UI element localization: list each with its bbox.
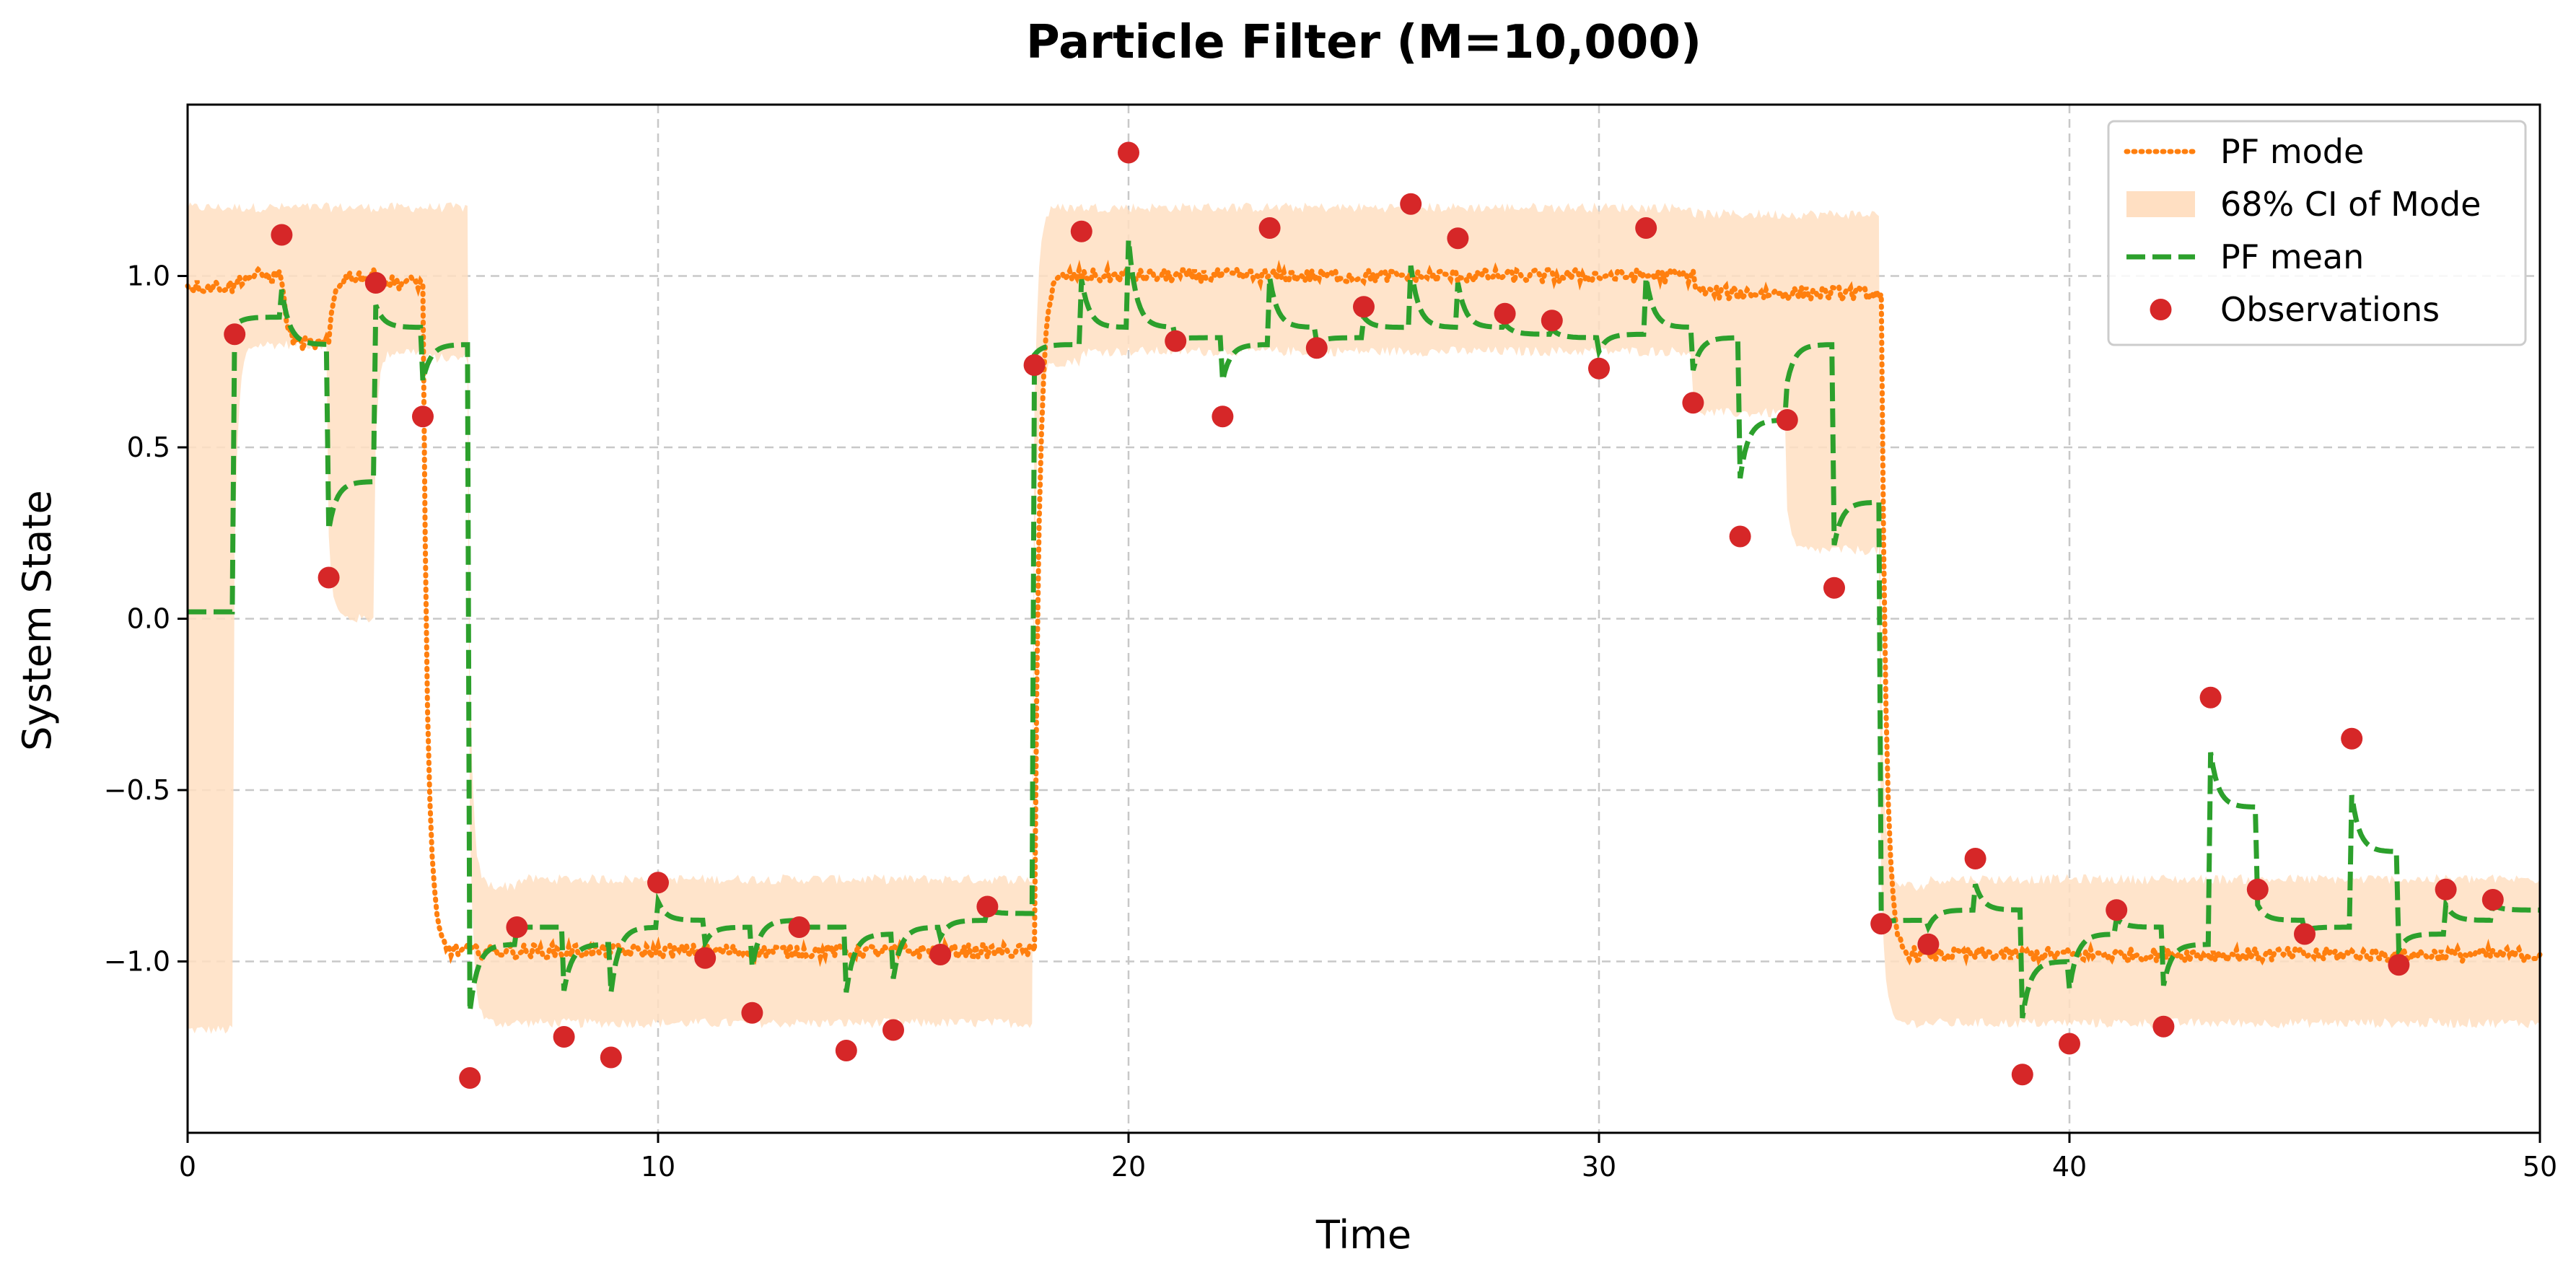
legend: PF mode 68% CI of Mode PF mean Observations: [2107, 120, 2527, 346]
observation-point: [1823, 577, 1845, 599]
x-tick-label: 50: [2523, 1151, 2557, 1183]
chart-title: Particle Filter (M=10,000): [1026, 16, 1701, 69]
plot-area: [185, 103, 2543, 1134]
observation-point: [882, 1019, 904, 1041]
legend-swatch-observations: [2150, 299, 2172, 320]
observation-point: [741, 1001, 763, 1024]
observation-point: [1494, 302, 1516, 325]
observation-point: [506, 916, 528, 938]
x-tick-label: 20: [1111, 1151, 1146, 1183]
legend-label: 68% CI of Mode: [2220, 185, 2481, 224]
observation-point: [1682, 392, 1704, 414]
pf-mode-line: [185, 259, 2543, 971]
observation-point: [1070, 220, 1092, 242]
observation-point: [929, 944, 952, 965]
observation-point: [2388, 954, 2410, 976]
observation-point: [1917, 933, 1940, 955]
observation-point: [412, 406, 434, 428]
observation-point: [788, 916, 810, 938]
observation-point: [1635, 217, 1657, 239]
y-tick-label: 1.0: [127, 260, 170, 292]
observation-point: [1541, 310, 1563, 332]
observation-point: [600, 1046, 622, 1069]
pf-mode-series: [185, 259, 2543, 971]
x-tick-label: 30: [1582, 1151, 1616, 1183]
y-axis-ticks: −1.0 −0.5 0.0 0.5 1.0: [104, 260, 188, 978]
observation-point: [1258, 217, 1281, 239]
observation-point: [317, 566, 340, 589]
legend-box: [2107, 120, 2527, 346]
observation-point: [2059, 1033, 2080, 1055]
legend-swatch-ci: [2126, 191, 2195, 217]
observation-point: [1776, 409, 1798, 431]
observation-point: [1870, 913, 1893, 935]
observation-point: [2294, 923, 2316, 945]
legend-label: PF mean: [2220, 237, 2364, 276]
observation-point: [2011, 1064, 2033, 1086]
observation-point: [2199, 686, 2222, 709]
observation-point: [553, 1026, 575, 1048]
x-axis-label: Time: [1315, 1212, 1411, 1258]
observation-point: [1447, 227, 1469, 250]
observation-point: [459, 1067, 481, 1089]
observation-point: [976, 895, 999, 918]
observation-point: [1212, 406, 1234, 428]
observation-point: [647, 872, 669, 894]
observation-point: [2106, 899, 2128, 921]
y-axis-label: System State: [14, 490, 60, 750]
observation-point: [1165, 330, 1187, 352]
observation-point: [1729, 525, 1751, 548]
observation-point: [1588, 357, 1610, 380]
observation-point: [2341, 727, 2363, 750]
observation-point: [224, 323, 246, 346]
observation-point: [2481, 889, 2504, 911]
x-tick-label: 0: [179, 1151, 196, 1183]
y-tick-label: −0.5: [104, 774, 170, 806]
observation-point: [1305, 337, 1328, 359]
y-tick-label: −1.0: [104, 946, 170, 978]
observation-point: [835, 1040, 857, 1061]
observation-point: [1964, 848, 1986, 869]
x-axis-ticks: 0 10 20 30 40 50: [179, 1133, 2557, 1183]
y-tick-label: 0.0: [127, 603, 170, 635]
observation-point: [1023, 354, 1046, 376]
observation-point: [364, 272, 387, 294]
observation-point: [2435, 878, 2457, 900]
observation-point: [2152, 1015, 2175, 1038]
observation-point: [1400, 193, 1422, 215]
observation-point: [1353, 296, 1375, 318]
legend-label: Observations: [2220, 290, 2440, 329]
y-tick-label: 0.5: [127, 431, 170, 463]
x-tick-label: 40: [2052, 1151, 2087, 1183]
observation-point: [271, 224, 293, 246]
observation-point: [1118, 141, 1139, 164]
observations-series: [224, 141, 2504, 1089]
observation-point: [2246, 878, 2269, 900]
observation-point: [694, 947, 717, 969]
legend-label: PF mode: [2220, 132, 2364, 171]
x-tick-label: 10: [641, 1151, 675, 1183]
